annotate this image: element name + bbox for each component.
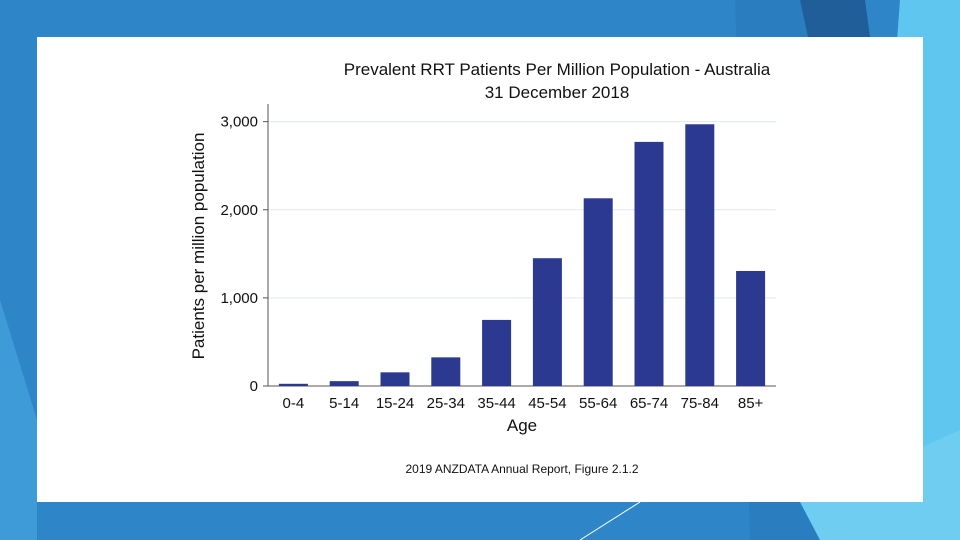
bar-0-4 <box>278 383 308 386</box>
source-citation: 2019 ANZDATA Annual Report, Figure 2.1.2 <box>405 462 639 476</box>
bar-85+ <box>736 270 766 386</box>
y-tick-label: 1,000 <box>220 290 258 307</box>
x-tick-label: 55-64 <box>579 395 617 412</box>
x-tick-label: 25-34 <box>427 395 465 412</box>
bar-15-24 <box>380 372 410 386</box>
bar-75-84 <box>685 124 715 387</box>
y-tick-layer: 0 1,000 2,000 3,000 <box>220 114 268 395</box>
decor-top-right-dark <box>800 0 870 37</box>
slide-panel: Prevalent RRT Patients Per Million Popul… <box>37 37 923 502</box>
bar-55-64 <box>583 198 613 386</box>
x-tick-label: 75-84 <box>681 395 719 412</box>
x-axis-label: Age <box>507 416 537 435</box>
bar-layer <box>278 124 766 387</box>
y-axis-label: Patients per million population <box>189 133 208 360</box>
x-tick-label: 65-74 <box>630 395 668 412</box>
chart-title: Prevalent RRT Patients Per Million Popul… <box>343 60 771 79</box>
x-tick-label: 0-4 <box>283 395 305 412</box>
bar-chart: 0 1,000 2,000 3,000 0-4 5-14 15-24 25-34 35-44 4… <box>189 104 776 435</box>
x-tick-label: 15-24 <box>376 395 414 412</box>
y-tick-label: 3,000 <box>220 114 258 131</box>
bar-25-34 <box>431 357 461 386</box>
chart-subtitle: 31 December 2018 <box>484 83 630 102</box>
decor-line <box>579 501 641 540</box>
bar-5-14 <box>329 381 359 386</box>
decor-left-light <box>0 300 37 540</box>
x-tick-label: 5-14 <box>329 395 359 412</box>
bar-45-54 <box>532 258 562 386</box>
x-tick-label: 45-54 <box>528 395 566 412</box>
bar-35-44 <box>482 319 512 386</box>
y-tick-label: 0 <box>250 378 258 395</box>
bar-65-74 <box>634 141 664 386</box>
y-tick-label: 2,000 <box>220 202 258 219</box>
x-tick-label: 85+ <box>738 395 764 412</box>
x-tick-layer: 0-4 5-14 15-24 25-34 35-44 45-54 55-64 65-74 75-… <box>283 395 764 412</box>
x-tick-label: 35-44 <box>477 395 515 412</box>
